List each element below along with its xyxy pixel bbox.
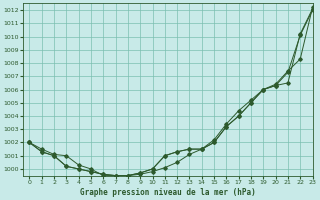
X-axis label: Graphe pression niveau de la mer (hPa): Graphe pression niveau de la mer (hPa) [80, 188, 256, 197]
